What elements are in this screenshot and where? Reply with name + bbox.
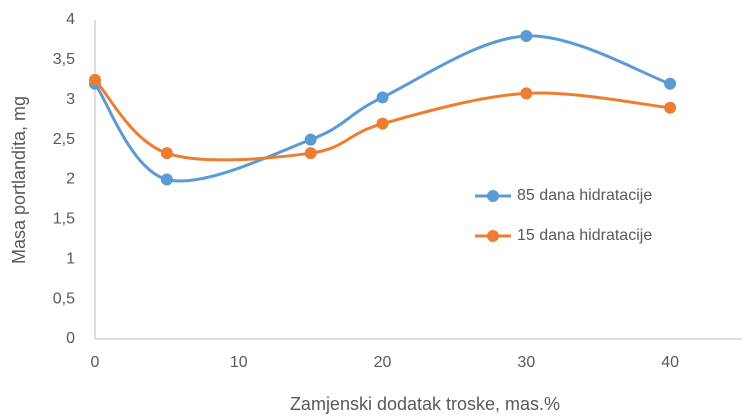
y-axis-label: Masa portlandita, mg <box>9 96 29 264</box>
data-point <box>664 101 677 114</box>
y-tick-label: 1,5 <box>53 211 75 228</box>
data-point <box>160 147 173 160</box>
x-axis-label: Zamjenski dodatak troske, mas.% <box>290 394 560 414</box>
y-tick-label: 4 <box>66 11 75 28</box>
y-tick-label: 2,5 <box>53 131 75 148</box>
series-line <box>93 34 671 183</box>
y-tick-label: 0,5 <box>53 290 75 307</box>
x-tick-label: 40 <box>661 354 679 371</box>
y-tick-label: 2 <box>66 171 75 188</box>
x-tick-label: 30 <box>517 354 535 371</box>
data-point <box>89 73 101 86</box>
x-tick-label: 10 <box>230 354 248 371</box>
data-point <box>520 87 533 100</box>
data-point <box>376 91 389 104</box>
y-tick-label: 1 <box>66 250 75 267</box>
legend-label: 85 dana hidratacije <box>517 187 652 204</box>
data-point <box>664 77 677 90</box>
legend-label: 15 dana hidratacije <box>517 227 652 244</box>
data-point <box>520 29 533 42</box>
data-point <box>376 117 389 130</box>
data-point <box>304 133 317 146</box>
data-point <box>160 173 173 186</box>
y-tick-label: 3,5 <box>53 51 75 68</box>
x-tick-label: 20 <box>374 354 392 371</box>
x-tick-label: 0 <box>91 354 100 371</box>
y-tick-label: 3 <box>66 91 75 108</box>
y-tick-label: 0 <box>66 330 75 347</box>
legend-marker <box>487 190 499 202</box>
data-point <box>304 147 317 160</box>
legend-marker <box>487 230 499 242</box>
